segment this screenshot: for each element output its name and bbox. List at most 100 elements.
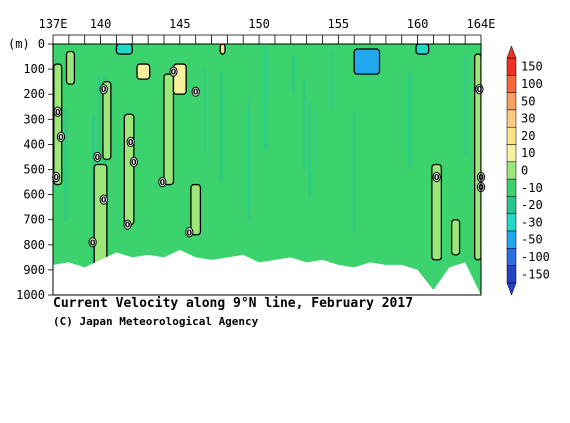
zero-label-text: 0	[128, 138, 134, 147]
chart-credit: (C) Japan Meteorological Agency	[53, 315, 259, 328]
zero-label-marker	[99, 194, 108, 205]
field-band	[80, 94, 84, 153]
velocity-feature	[115, 44, 133, 55]
zero-label-marker	[53, 106, 62, 117]
field-band	[408, 71, 412, 169]
field-band	[69, 65, 73, 202]
field-band	[219, 71, 223, 183]
colorbar-swatch	[506, 75, 517, 93]
field-band	[125, 70, 129, 153]
field-band	[369, 81, 373, 208]
velocity-feature	[102, 81, 112, 161]
field-band	[419, 56, 423, 120]
field-band	[424, 67, 428, 109]
field-band	[186, 101, 190, 248]
colorbar-swatch	[506, 196, 517, 215]
field-band	[208, 73, 212, 198]
seafloor-mask	[53, 249, 481, 295]
colorbar-swatch	[506, 144, 517, 163]
zero-label-marker	[123, 219, 132, 230]
field-band	[441, 99, 445, 176]
field-band	[308, 100, 312, 196]
field-band	[396, 102, 401, 204]
field-band	[452, 57, 456, 139]
colorbar-swatch	[506, 92, 517, 111]
zero-label-marker	[191, 86, 200, 97]
field-band	[241, 63, 245, 105]
zero-label-text: 0	[55, 108, 61, 117]
colorbar-swatch	[506, 230, 517, 249]
field-band	[175, 77, 179, 148]
velocity-feature	[415, 44, 430, 55]
field-band	[446, 89, 451, 177]
y-tick-label: 600	[23, 188, 45, 202]
zero-label-marker	[169, 66, 178, 77]
field-band	[274, 47, 279, 121]
field-band	[363, 116, 367, 266]
zero-label-text: 0	[434, 173, 440, 182]
field-band	[391, 93, 395, 180]
zero-label-text: 0	[58, 133, 64, 142]
y-tick-label: 700	[23, 213, 45, 227]
zero-label-marker	[129, 156, 138, 168]
field-band	[180, 99, 184, 155]
field-band	[347, 83, 351, 175]
y-tick-label: 0	[38, 37, 45, 51]
colorbar-swatch	[506, 126, 517, 145]
y-tick-label: 900	[23, 263, 45, 277]
field-band	[152, 50, 157, 95]
zero-label-marker	[93, 151, 102, 163]
zero-label-text: 0	[101, 85, 107, 94]
field-band	[413, 93, 417, 151]
field-band	[213, 64, 218, 222]
field-band	[335, 46, 340, 160]
field-band	[435, 57, 439, 179]
field-band	[302, 79, 306, 170]
zero-label-text: 0	[193, 88, 199, 97]
colorbar-swatch	[506, 109, 517, 128]
zero-label-marker	[126, 136, 135, 147]
field-band	[114, 77, 118, 145]
field-band	[236, 53, 240, 191]
zero-label-text: 0	[95, 153, 101, 162]
y-tick-label: 300	[23, 112, 45, 126]
colorbar-label: -20	[521, 198, 543, 212]
no-data-region	[53, 249, 481, 295]
field-band	[224, 50, 229, 213]
field-band	[385, 49, 390, 210]
colorbar-label: -100	[521, 250, 550, 264]
y-unit-label: (m)	[8, 37, 30, 51]
colorbar-label: 150	[521, 60, 543, 74]
colorbar-label: 0	[521, 164, 528, 178]
zero-label-text: 0	[187, 228, 193, 237]
field-band	[313, 69, 317, 224]
y-tick-label: 100	[23, 62, 45, 76]
zero-label-marker	[432, 171, 441, 183]
colorbar-label: -30	[521, 215, 543, 229]
field-band	[463, 56, 467, 155]
y-tick-label: 200	[23, 87, 45, 101]
x-tick-label: 150	[248, 17, 270, 31]
field-band	[202, 68, 206, 151]
colorbar-swatch	[506, 57, 517, 76]
velocity-feature	[474, 53, 481, 261]
velocity-feature	[136, 63, 151, 80]
velocity-feature	[219, 44, 226, 55]
zero-label-text: 0	[53, 173, 59, 182]
x-tick-label: 137E	[39, 17, 68, 31]
field-band	[75, 49, 79, 150]
y-tick-label: 400	[23, 137, 45, 151]
velocity-feature	[451, 219, 461, 256]
velocity-feature	[163, 73, 175, 186]
colorbar-bottom-arrow	[506, 282, 517, 296]
velocity-field	[53, 44, 481, 295]
velocity-feature	[93, 163, 108, 266]
field-band	[286, 66, 290, 204]
field-band	[324, 49, 329, 199]
field-band	[352, 111, 356, 233]
colorbar-label: 20	[521, 129, 535, 143]
colorbar-swatch	[506, 161, 517, 180]
